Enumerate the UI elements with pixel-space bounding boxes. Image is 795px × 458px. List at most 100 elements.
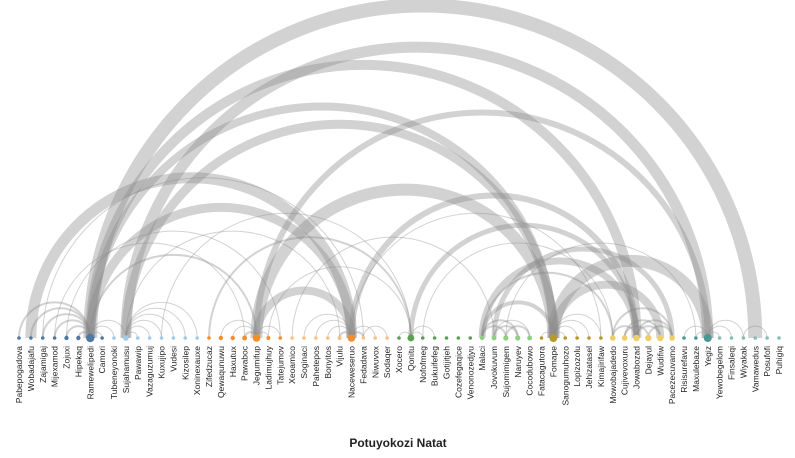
node-dot	[123, 335, 129, 341]
arc-link	[89, 319, 127, 339]
arc-link	[635, 319, 674, 339]
node-dot	[337, 336, 342, 340]
node-label: Zajamigaj	[38, 346, 48, 383]
node-dot	[278, 336, 283, 340]
node-label: Sujomimigem	[501, 346, 511, 398]
node-label: Finsaleqi	[727, 346, 737, 380]
node-dot	[347, 334, 356, 342]
arc-link	[220, 319, 257, 339]
node-dot	[657, 334, 664, 342]
node-label: Zojuxi	[62, 346, 72, 369]
node-label: Nofofmeg	[418, 346, 428, 383]
arc-link	[480, 300, 556, 339]
arc-link	[125, 319, 162, 339]
arc-link	[611, 307, 674, 339]
node-dot	[183, 336, 188, 340]
arc-link	[552, 319, 590, 339]
arc-link	[623, 325, 650, 339]
node-dot	[17, 336, 21, 340]
node-label: Vudesi	[168, 346, 178, 372]
arc-link	[18, 301, 92, 339]
arc-link	[327, 325, 352, 339]
node-label: Jovokuvum	[489, 346, 499, 389]
node-dot	[479, 335, 485, 341]
arc-link	[478, 257, 640, 339]
arc-link	[125, 230, 341, 339]
arc-link	[54, 242, 246, 339]
node-dot	[29, 336, 33, 340]
arc-link	[208, 236, 412, 339]
node-dot	[325, 336, 330, 340]
arc-link	[85, 59, 642, 339]
node-label: Naruyev	[513, 345, 523, 377]
node-dot	[252, 334, 261, 342]
node-dot	[527, 335, 533, 341]
arc-link	[89, 253, 258, 339]
node-dot	[314, 336, 318, 340]
node-label: Wudifiw	[655, 345, 665, 375]
arc-link	[623, 319, 662, 339]
node-dot	[52, 336, 57, 340]
node-dot	[729, 336, 734, 340]
node-dot	[266, 336, 271, 340]
node-dot	[171, 336, 176, 340]
node-label: Ladimujhuy	[263, 345, 273, 389]
node-label: Kimajirifaw	[596, 345, 606, 387]
node-dot	[587, 336, 591, 340]
node-label: Pacezecuvamo	[667, 346, 677, 404]
node-label: Jowabozad	[632, 346, 642, 389]
arc-link	[256, 325, 281, 339]
arc-links	[18, 0, 768, 339]
node-label: Sanogumuhozo	[560, 346, 570, 406]
arc-link	[42, 177, 364, 339]
node-dot	[491, 335, 497, 341]
node-label: Pawaboc	[240, 345, 250, 381]
node-dot	[539, 336, 544, 340]
node-label: Venonozedjyu	[465, 346, 475, 400]
arc-link	[253, 109, 711, 339]
arc-link	[493, 319, 531, 339]
node-label: Fomape	[548, 346, 558, 377]
arc-link	[125, 313, 174, 339]
node-label: Malaci	[477, 346, 487, 371]
node-label: Vamawedus	[750, 346, 760, 392]
arc-link	[66, 230, 281, 339]
node-label: Camori	[97, 346, 107, 374]
arc-link	[635, 325, 662, 339]
arc-link	[65, 325, 92, 339]
node-dot	[645, 334, 652, 342]
arc-link	[547, 254, 714, 339]
node-label: Bukuifefeg	[430, 346, 440, 386]
arc-link	[408, 223, 639, 339]
node-label: Xoninexauxe	[192, 346, 202, 395]
arc-link	[552, 325, 578, 339]
node-dot	[373, 336, 378, 340]
node-dot	[694, 336, 698, 340]
arc-link	[481, 319, 519, 339]
arc-link	[89, 325, 115, 339]
arc-link	[121, 119, 558, 339]
node-label: Xeoamico	[287, 346, 297, 384]
node-dot	[207, 336, 211, 340]
node-label: Wobadajafu	[26, 346, 36, 391]
node-label: Pahetepos	[311, 346, 321, 387]
arc-link	[707, 325, 732, 339]
node-dot	[230, 335, 235, 341]
node-dot	[397, 336, 401, 340]
node-label: Pawawip	[133, 346, 143, 380]
arc-link	[250, 183, 560, 339]
node-dot	[741, 336, 746, 340]
node-markers	[17, 333, 781, 343]
arc-link	[303, 313, 352, 339]
node-dot	[468, 336, 473, 340]
chart-title: Potuyokozi Natat	[349, 436, 446, 450]
arc-link	[86, 102, 558, 339]
arc-link	[549, 280, 665, 339]
arc-link	[53, 319, 92, 339]
node-label: Mowobajadedo	[608, 346, 618, 404]
arc-link	[481, 271, 614, 339]
node-label: Dejayul	[643, 346, 653, 374]
node-label: Xocero	[394, 346, 404, 373]
node-label: Risisurefavu	[679, 346, 689, 393]
